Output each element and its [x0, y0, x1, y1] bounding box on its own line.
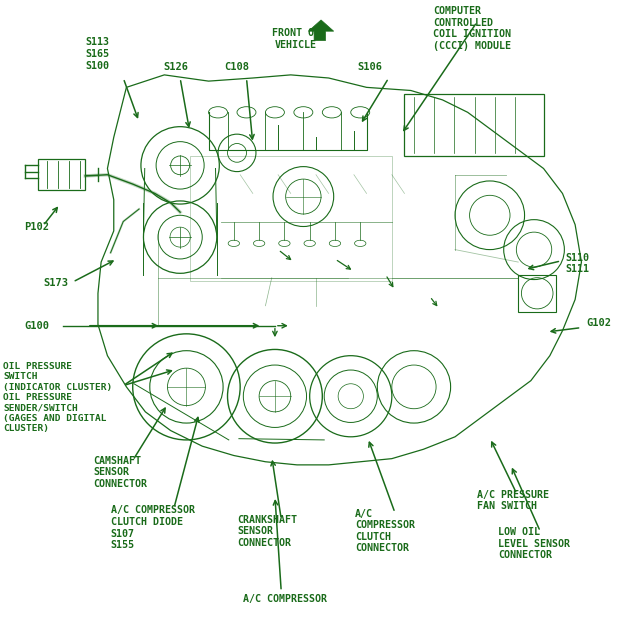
Text: CAMSHAFT
SENSOR
CONNECTOR: CAMSHAFT SENSOR CONNECTOR [94, 456, 147, 489]
Text: FRONT OF
VEHICLE: FRONT OF VEHICLE [272, 28, 320, 50]
Text: S113
S165
S100: S113 S165 S100 [85, 37, 109, 71]
Text: OIL PRESSURE
SWITCH
(INDICATOR CLUSTER)
OIL PRESSURE
SENDER/SWITCH
(GAGES AND DI: OIL PRESSURE SWITCH (INDICATOR CLUSTER) … [3, 362, 112, 433]
Text: S173: S173 [43, 278, 68, 288]
Bar [404, 94, 544, 156]
Text: A/C COMPRESSOR: A/C COMPRESSOR [243, 594, 327, 604]
Text: P102: P102 [24, 222, 49, 232]
Text: A/C PRESSURE
FAN SWITCH: A/C PRESSURE FAN SWITCH [477, 490, 549, 512]
Text: LOW OIL
LEVEL SENSOR
CONNECTOR: LOW OIL LEVEL SENSOR CONNECTOR [498, 527, 570, 560]
Text: G100: G100 [24, 321, 49, 331]
Text: G102: G102 [586, 318, 612, 328]
Polygon shape [308, 20, 334, 41]
Text: A/C
COMPRESSOR
CLUTCH
CONNECTOR: A/C COMPRESSOR CLUTCH CONNECTOR [355, 509, 415, 553]
Text: COMPUTER
CONTROLLED
COIL IGNITION
(CCCI) MODULE: COMPUTER CONTROLLED COIL IGNITION (CCCI)… [433, 6, 511, 51]
Text: CRANKSHAFT
SENSOR
CONNECTOR: CRANKSHAFT SENSOR CONNECTOR [237, 515, 297, 548]
Text: A/C COMPRESSOR
CLUTCH DIODE
S107
S155: A/C COMPRESSOR CLUTCH DIODE S107 S155 [111, 505, 195, 550]
Text: S106: S106 [357, 62, 382, 72]
Text: S110
S111: S110 S111 [566, 253, 590, 275]
Text: C108: C108 [224, 62, 250, 72]
Text: S126: S126 [163, 62, 188, 72]
